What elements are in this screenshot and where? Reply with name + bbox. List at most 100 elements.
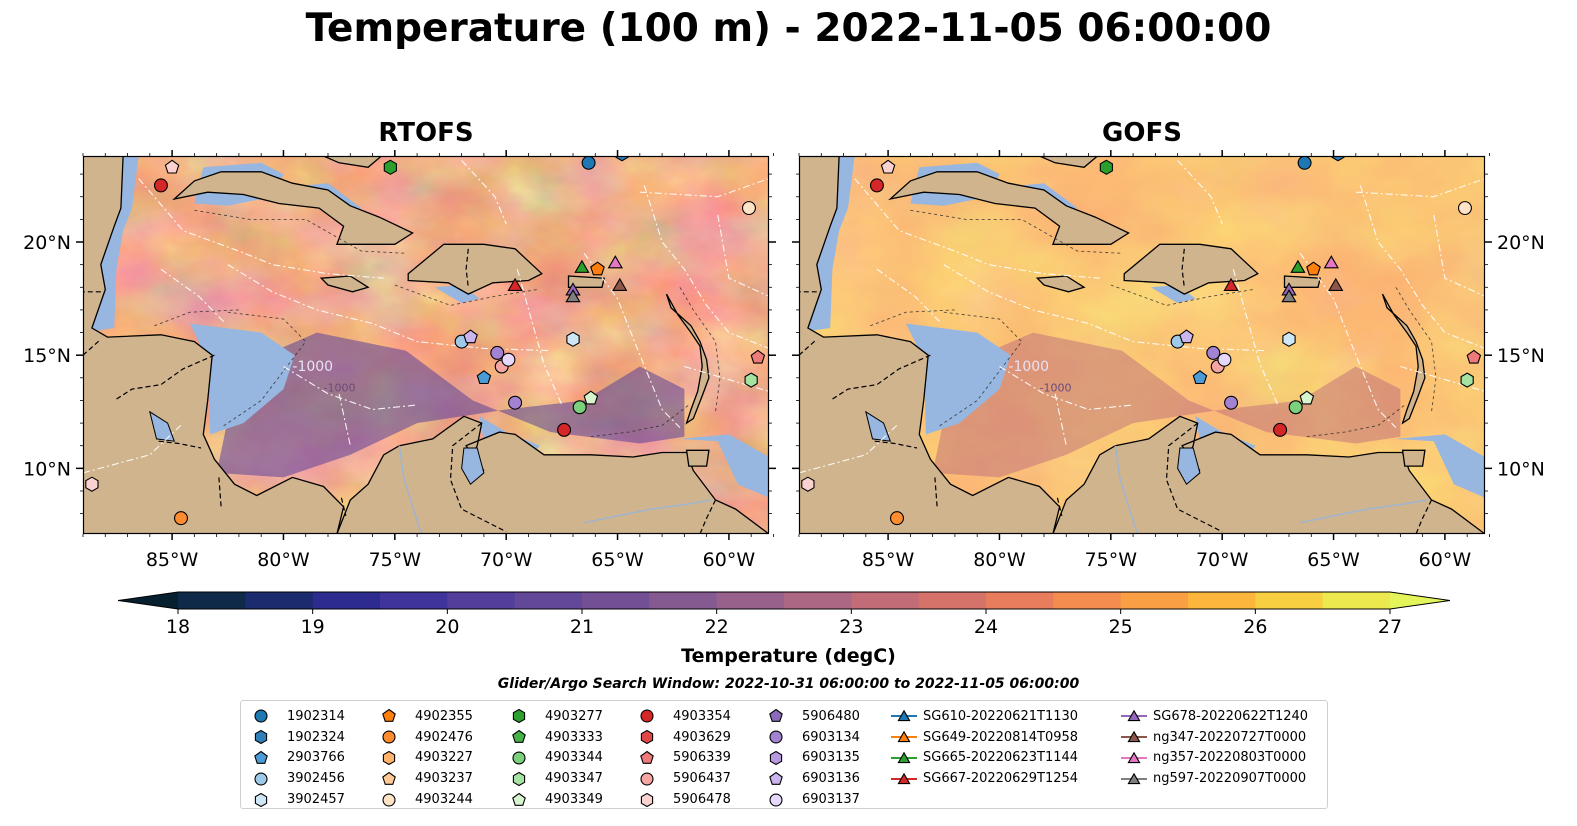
legend-marker-pentagon — [640, 750, 654, 764]
legend-column: 5906480 6903134 6903135 6903136 6903137 — [768, 706, 860, 810]
eez-boundary — [1232, 269, 1279, 406]
bathymetry-contour — [1306, 404, 1406, 438]
legend-label: SG667-20220629T1254 — [923, 771, 1079, 787]
legend-marker-pentagon — [254, 750, 268, 764]
map-marker-pentagon — [1179, 329, 1194, 344]
country-border — [874, 440, 918, 449]
eez-boundary — [717, 214, 769, 297]
legend-marker-shape — [254, 792, 268, 807]
land-trinidad — [1401, 449, 1426, 467]
country-border — [699, 499, 717, 534]
eez-boundary — [138, 178, 384, 279]
legend-label: SG665-20220623T1144 — [923, 750, 1079, 766]
legend-item: 1902324 — [253, 727, 345, 748]
map-marker-circle — [572, 400, 587, 415]
land-jamaica — [1035, 275, 1086, 293]
legend-marker-pentagon — [382, 709, 396, 723]
legend-item: 6903135 — [768, 748, 860, 769]
legend-marker-shape — [512, 709, 526, 724]
legend-marker-pentagon — [512, 792, 526, 806]
x-tick-label: 75°W — [369, 549, 422, 571]
colorbar-segment — [1255, 592, 1324, 609]
legend-marker-pentagon — [382, 771, 396, 785]
legend-marker-shape — [1121, 710, 1147, 722]
map-marker-pentagon — [1299, 390, 1315, 405]
gofs-map: -1000 -1000 — [798, 155, 1486, 535]
legend-item: ng347-20220727T0000 — [1119, 727, 1308, 748]
legend-item: 2903766 — [253, 748, 345, 769]
country-border — [934, 477, 938, 507]
map-marker-triangle — [507, 277, 523, 291]
legend-label: SG678-20220622T1240 — [1153, 708, 1309, 724]
shelf-area — [189, 323, 295, 435]
map-marker-circle — [490, 345, 505, 360]
x-tick-label: 85°W — [862, 549, 915, 571]
legend-marker-shape — [640, 792, 654, 807]
legend-marker-shape — [1121, 772, 1147, 784]
legend-item: 1902314 — [253, 706, 345, 727]
land-bahamas — [1039, 156, 1099, 168]
legend-label: 4903347 — [545, 771, 603, 787]
legend-marker-shape — [512, 751, 526, 765]
legend-label: 4903344 — [545, 750, 603, 766]
map-marker-circle — [1206, 345, 1221, 360]
contour-label: -1000 — [1008, 359, 1049, 375]
map-marker-hexagon — [383, 159, 397, 175]
eez-boundary — [1355, 178, 1485, 198]
map-marker-circle — [501, 352, 516, 367]
legend-marker-shape — [382, 750, 396, 766]
legend-label: 5906478 — [673, 792, 731, 808]
legend-marker-circle — [769, 793, 783, 807]
country-border — [465, 248, 469, 288]
eez-boundary — [583, 252, 681, 428]
map-marker-pentagon — [1466, 349, 1482, 364]
legend-label: 6903136 — [802, 771, 860, 787]
panel-title-gofs: GOFS — [1102, 118, 1182, 148]
bathymetry-contour — [220, 311, 307, 428]
legend-label: 5906339 — [673, 750, 731, 766]
legend-marker-shape — [640, 730, 654, 745]
legend-item: 5906478 — [639, 789, 731, 810]
legend-marker-triangle — [1121, 751, 1147, 764]
legend-marker-shape — [382, 709, 396, 723]
land-caribbeanarc — [1381, 293, 1426, 425]
bathymetry-contour — [936, 311, 1023, 428]
legend-item: 6903137 — [768, 789, 860, 810]
land-centralam — [799, 156, 1061, 534]
bathymetry-contour — [194, 209, 407, 254]
legend-marker-circle — [382, 730, 396, 744]
map-marker-hexagon — [85, 476, 99, 492]
colorbar-tick-label: 23 — [839, 616, 863, 638]
map-marker-circle — [1288, 400, 1303, 415]
map-marker-triangle — [1323, 255, 1339, 269]
legend-label: 6903137 — [802, 792, 860, 808]
legend-marker-shape — [254, 730, 268, 745]
map-marker-circle — [741, 201, 756, 216]
colorbar-segment — [245, 592, 314, 609]
eez-boundary — [1177, 160, 1223, 225]
map-marker-triangle — [1223, 277, 1239, 291]
legend-label: 1902324 — [287, 729, 345, 745]
legend-label: 4903227 — [415, 750, 473, 766]
legend-label: ng347-20220727T0000 — [1153, 729, 1307, 745]
eez-boundary — [1299, 252, 1397, 428]
legend-marker-pentagon — [769, 771, 783, 785]
bathymetry-contour — [590, 404, 690, 438]
legend-label: 4902355 — [415, 708, 473, 724]
legend-item: 4903244 — [381, 789, 473, 810]
land-bahamas — [323, 156, 383, 168]
legend-column: 4903354 4903629 5906339 5906437 5906478 — [639, 706, 731, 810]
colorbar-tick-label: 18 — [166, 616, 190, 638]
colorbar-segment — [447, 592, 516, 609]
legend-label: SG610-20220621T1130 — [923, 708, 1079, 724]
legend-marker-hexagon — [512, 709, 526, 724]
legend-marker-triangle — [1121, 710, 1147, 722]
map-marker-triangle — [565, 289, 581, 303]
colorbar-segment — [1322, 592, 1391, 609]
map-marker-pentagon — [1306, 261, 1321, 276]
legend-column: SG610-20220621T1130 SG649-20220814T0958 SG… — [889, 706, 1078, 789]
country-border — [1056, 497, 1063, 517]
legend-item: 4903349 — [511, 789, 603, 810]
land-cuba — [172, 171, 414, 245]
contour-label: -1000 — [292, 359, 333, 375]
